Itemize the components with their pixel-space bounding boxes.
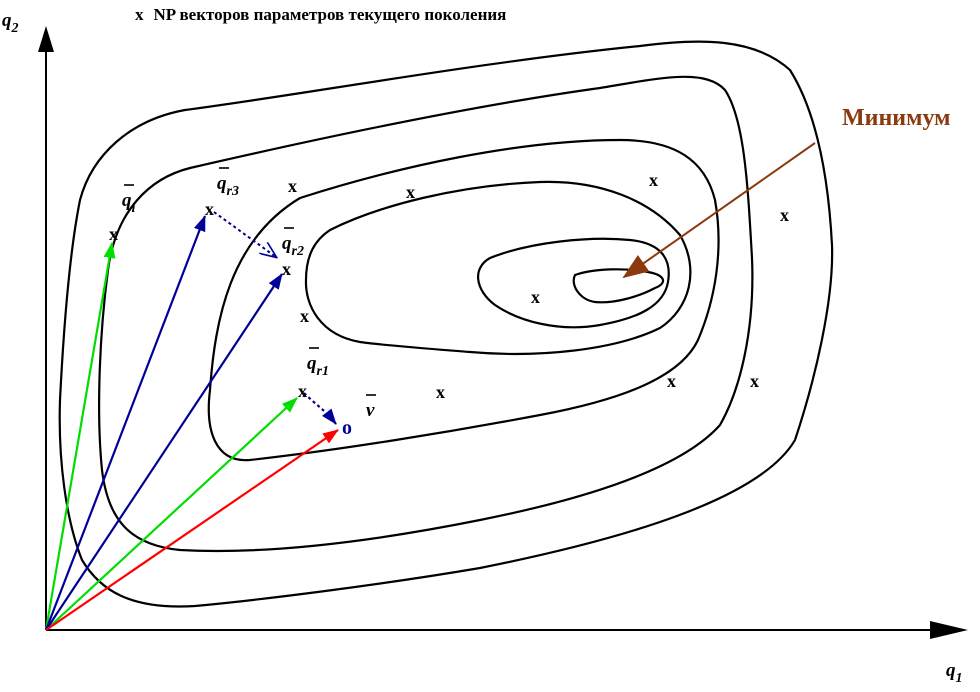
vector-qr1 <box>45 397 298 631</box>
label-qr2: qr2 <box>282 227 304 259</box>
position-vectors <box>44 215 339 631</box>
difference-qr1-v <box>303 392 337 425</box>
svg-text:qr1: qr1 <box>307 353 329 379</box>
contour-second <box>98 75 754 553</box>
trial-vector-marker: o <box>342 417 352 439</box>
y-axis-arrowhead <box>38 26 54 52</box>
legend-marker: x <box>135 5 144 24</box>
vector-labels: qi qr3 qr2 qr1 v <box>122 167 376 421</box>
population-marker: x <box>780 205 789 225</box>
population-marker: x <box>649 170 658 190</box>
x-axis-arrowhead <box>930 621 968 639</box>
label-qr3: qr3 <box>217 167 239 199</box>
minimum-label: Минимум <box>842 105 951 131</box>
svg-text:qi: qi <box>122 190 136 216</box>
legend-text: NP векторов параметров текущего поколени… <box>154 5 507 24</box>
minimum-pointer <box>622 142 816 279</box>
population-marker: x <box>282 259 291 279</box>
label-qi: qi <box>122 184 136 216</box>
contour-fifth <box>477 237 670 329</box>
y-axis-label: q2 <box>2 10 19 36</box>
contour-lines <box>58 40 834 608</box>
contour-inner <box>572 268 665 304</box>
svg-text:qr3: qr3 <box>217 173 239 199</box>
population-marker: x <box>750 371 759 391</box>
contour-fourth <box>304 180 692 356</box>
svg-text:qr2: qr2 <box>282 233 304 259</box>
contour-third <box>207 138 720 462</box>
svg-text:v: v <box>366 400 375 421</box>
population-marker: x <box>288 176 297 196</box>
label-v: v <box>366 394 376 421</box>
population-marker: x <box>406 182 415 202</box>
legend: x NP векторов параметров текущего поколен… <box>135 5 506 24</box>
population-marker: x <box>298 381 307 401</box>
vector-qr2 <box>45 273 283 631</box>
population-marker: x <box>300 306 309 326</box>
vector-qi <box>44 242 116 631</box>
label-qr1: qr1 <box>307 347 329 379</box>
difference-qr3-qr2 <box>213 211 276 257</box>
difference-vectors <box>213 211 337 425</box>
population-marker: x <box>205 199 214 219</box>
population-markers: x x x x x x x x x x x x x <box>109 170 789 402</box>
population-marker: x <box>667 371 676 391</box>
contour-outer <box>58 40 834 608</box>
axes <box>38 26 968 639</box>
population-marker: x <box>109 224 118 244</box>
population-marker: x <box>531 287 540 307</box>
x-axis-label: q1 <box>946 660 963 686</box>
vector-qr3 <box>44 215 207 631</box>
population-marker: x <box>436 382 445 402</box>
vector-v <box>45 429 339 631</box>
minimum-annotation: Минимум <box>622 105 951 279</box>
